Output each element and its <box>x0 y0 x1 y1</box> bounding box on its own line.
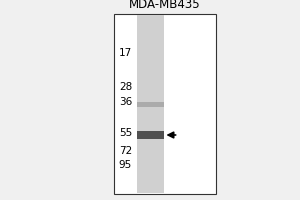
Text: 55: 55 <box>119 128 132 138</box>
Bar <box>136 15 164 193</box>
Text: 95: 95 <box>119 160 132 170</box>
Bar <box>136 102 164 107</box>
Text: 17: 17 <box>119 48 132 58</box>
Bar <box>136 131 164 139</box>
Text: 36: 36 <box>119 97 132 107</box>
Text: 72: 72 <box>119 146 132 156</box>
Bar <box>114 14 216 194</box>
Text: MDA-MB435: MDA-MB435 <box>129 0 201 11</box>
Text: 28: 28 <box>119 82 132 92</box>
